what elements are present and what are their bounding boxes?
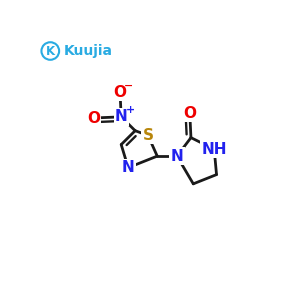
- Text: +: +: [125, 105, 135, 116]
- Text: O: O: [87, 110, 100, 125]
- Text: O: O: [183, 106, 196, 121]
- Text: −: −: [124, 81, 134, 91]
- Text: N: N: [115, 109, 128, 124]
- Text: Kuujia: Kuujia: [64, 44, 113, 58]
- Text: S: S: [142, 128, 153, 143]
- Text: N: N: [122, 160, 135, 175]
- Text: K: K: [46, 44, 55, 58]
- Text: NH: NH: [202, 142, 227, 157]
- Text: O: O: [113, 85, 127, 100]
- Text: N: N: [171, 148, 183, 164]
